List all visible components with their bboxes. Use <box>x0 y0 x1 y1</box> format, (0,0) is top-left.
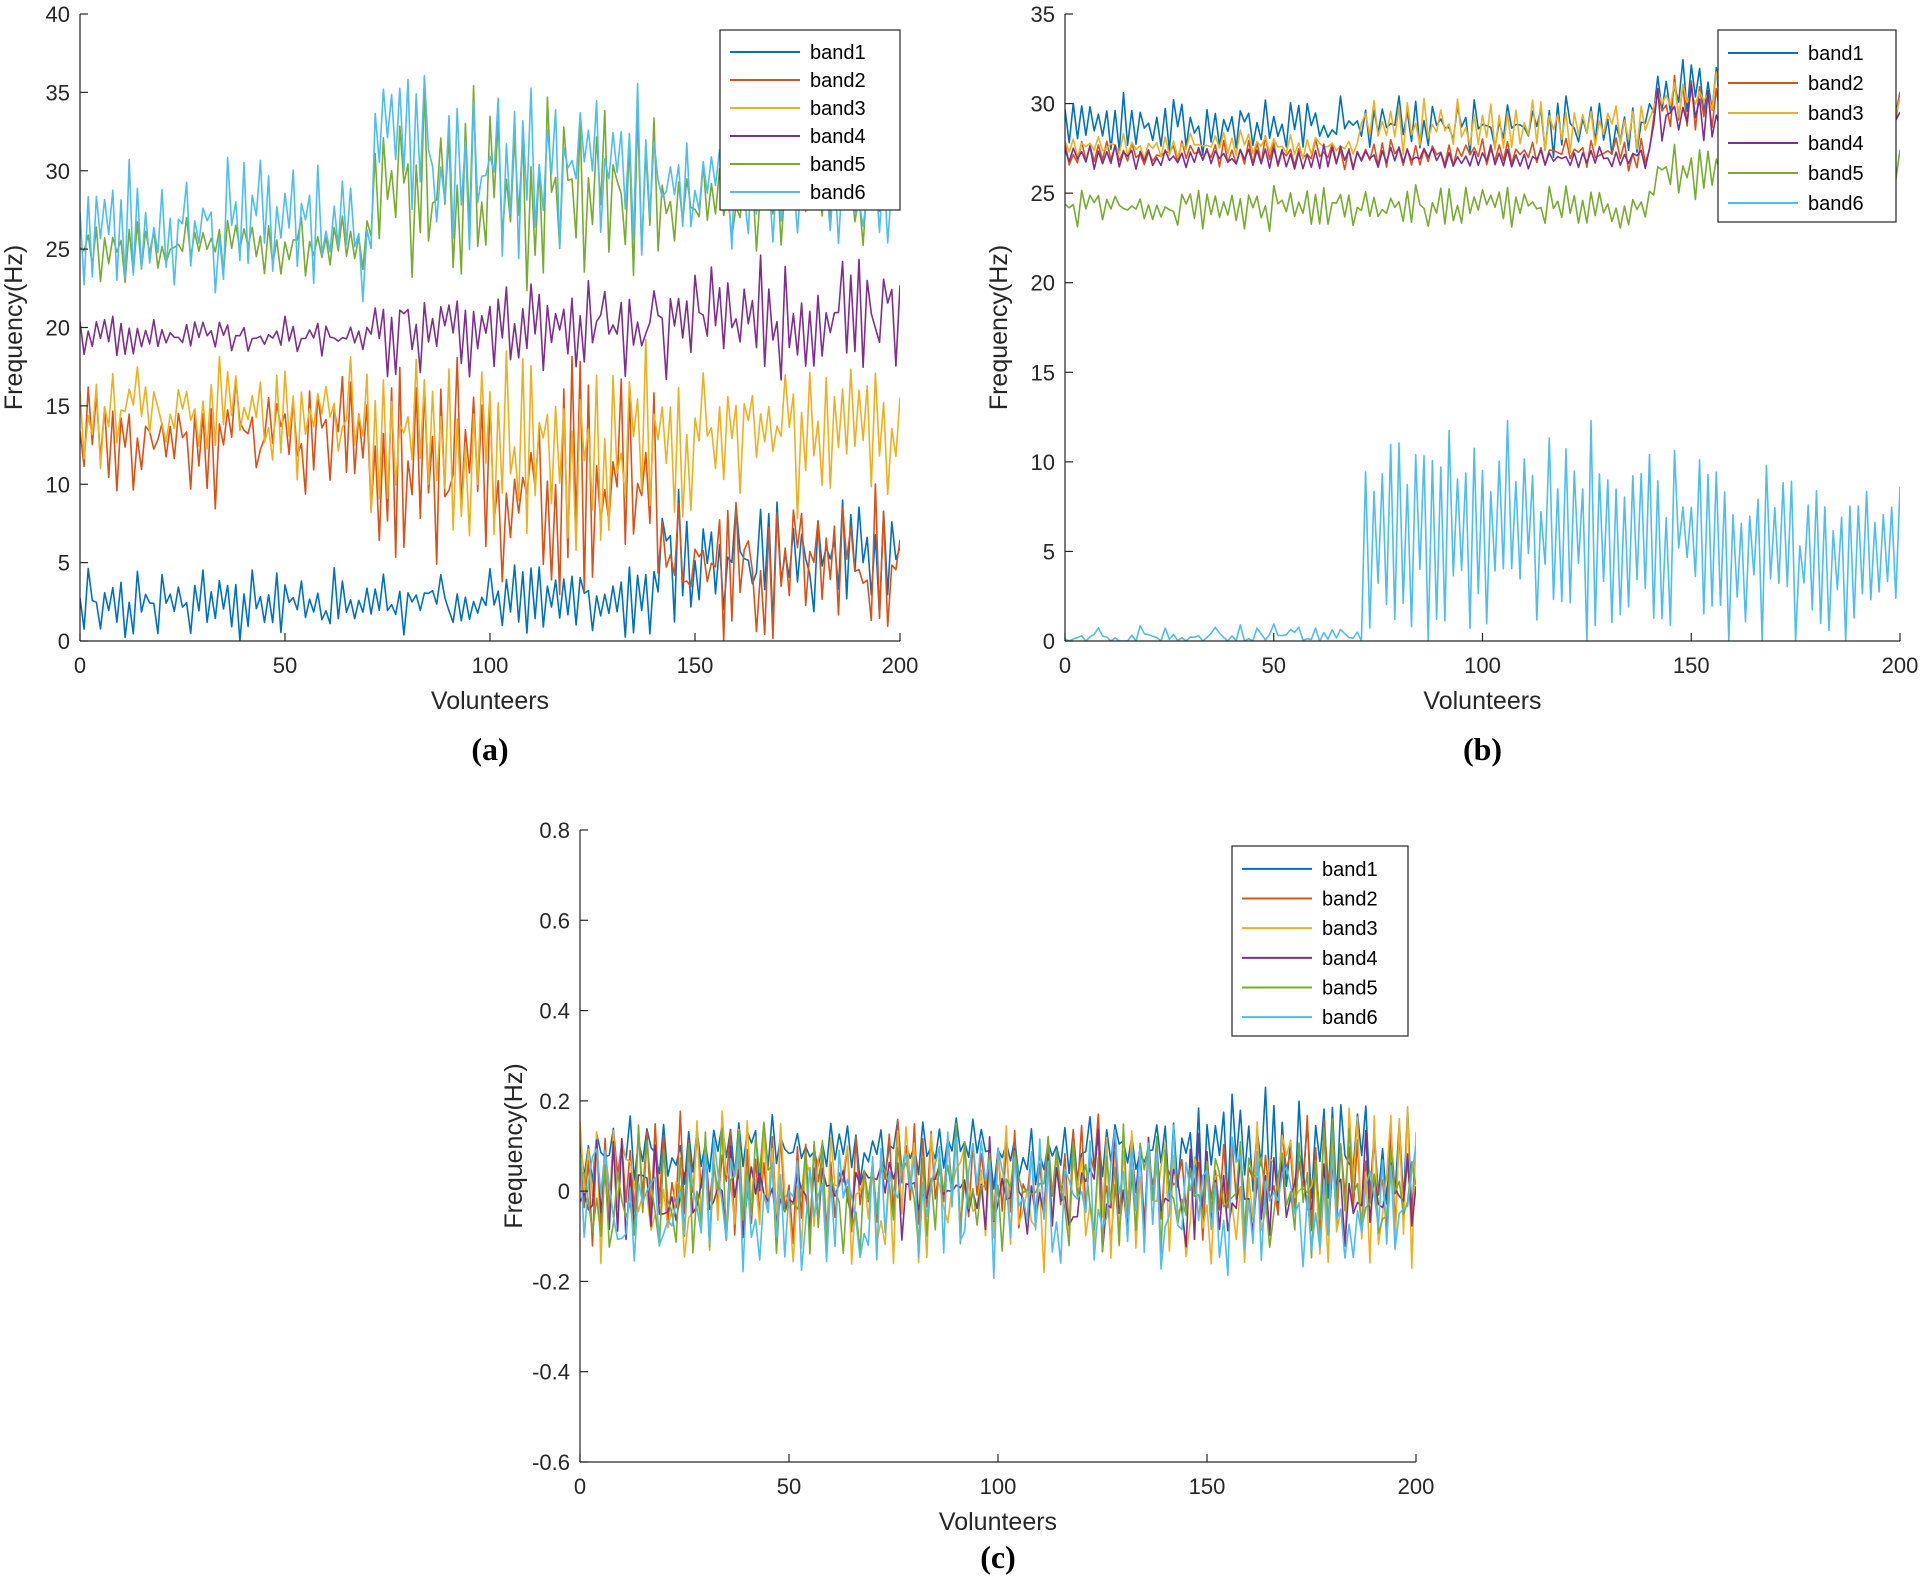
legend-label-band5: band5 <box>1808 163 1864 185</box>
x-tick-label: 150 <box>1189 1474 1226 1499</box>
y-tick-label: -0.6 <box>532 1450 570 1475</box>
series-line-band4 <box>80 254 900 381</box>
series-line-band1 <box>80 488 900 641</box>
legend-label-band6: band6 <box>1322 1007 1378 1029</box>
x-tick-label: 200 <box>1398 1474 1435 1499</box>
x-tick-label: 0 <box>1059 653 1071 678</box>
y-axis-label: Frequency(Hz) <box>985 245 1013 410</box>
legend-label-band2: band2 <box>1808 73 1864 95</box>
legend-label-band3: band3 <box>1808 103 1864 125</box>
legend-label-band6: band6 <box>810 182 866 204</box>
chart-panel-2: 0 50 100 150 200 -0.6 -0.4 -0.2 0 0.2 0.4 0.6 0.8 Vol… <box>500 818 1434 1575</box>
y-tick-label: 15 <box>46 394 70 419</box>
x-tick-label: 0 <box>74 653 86 678</box>
y-tick-label: 35 <box>46 80 70 105</box>
legend: band1 band2 band3 band4 band5 band6 <box>1717 29 1897 223</box>
y-tick-label: -0.2 <box>532 1269 570 1294</box>
y-tick-label: -0.4 <box>532 1360 570 1385</box>
legend-label-band1: band1 <box>810 42 866 64</box>
legend-label-band4: band4 <box>1808 133 1864 155</box>
y-tick-label: 5 <box>1043 539 1055 564</box>
series-group <box>80 74 900 641</box>
y-tick-label: 30 <box>46 159 70 184</box>
y-axis-label: Frequency(Hz) <box>500 1063 528 1228</box>
legend-label-band5: band5 <box>810 154 866 176</box>
legend-label-band1: band1 <box>1808 43 1864 65</box>
x-tick-label: 0 <box>574 1474 586 1499</box>
y-tick-label: 5 <box>58 551 70 576</box>
y-tick-label: 0 <box>558 1179 570 1204</box>
panel-caption: (b) <box>1463 731 1502 767</box>
legend-label-band2: band2 <box>810 70 866 92</box>
y-tick-label: 0.4 <box>539 999 570 1024</box>
y-tick-label: 10 <box>1031 450 1055 475</box>
chart-panel-1: 0 50 100 150 200 0 5 10 15 20 25 30 35 Volunteers Freq… <box>985 2 1918 767</box>
x-tick-label: 100 <box>1464 653 1501 678</box>
x-axis-label: Volunteers <box>431 687 549 715</box>
legend-label-band1: band1 <box>1322 859 1378 881</box>
series-line-band6 <box>580 1124 1416 1280</box>
y-tick-label: 25 <box>46 237 70 262</box>
y-tick-label: 0 <box>1043 629 1055 654</box>
x-axis-label: Volunteers <box>1423 687 1541 715</box>
y-tick-label: 40 <box>46 2 70 27</box>
legend-box <box>719 29 901 211</box>
y-tick-label: 10 <box>46 472 70 497</box>
legend-label-band2: band2 <box>1322 889 1378 911</box>
legend: band1 band2 band3 band4 band5 band6 <box>719 29 901 211</box>
legend-label-band4: band4 <box>810 126 866 148</box>
x-tick-label: 50 <box>777 1474 801 1499</box>
x-tick-label: 50 <box>1262 653 1286 678</box>
series-line-band5 <box>580 1117 1416 1259</box>
x-tick-label: 150 <box>677 653 714 678</box>
y-tick-label: 25 <box>1031 181 1055 206</box>
x-tick-label: 200 <box>882 653 919 678</box>
y-tick-label: 30 <box>1031 92 1055 117</box>
x-tick-label: 100 <box>980 1474 1017 1499</box>
y-tick-label: 0.2 <box>539 1089 570 1114</box>
y-tick-label: 20 <box>1031 271 1055 296</box>
x-tick-label: 200 <box>1882 653 1919 678</box>
y-axis-label: Frequency(Hz) <box>0 245 28 410</box>
y-tick-label: 0.6 <box>539 908 570 933</box>
legend-label-band6: band6 <box>1808 193 1864 215</box>
x-axis-label: Volunteers <box>939 1508 1057 1536</box>
legend: band1 band2 band3 band4 band5 band6 <box>1231 845 1409 1037</box>
legend-label-band4: band4 <box>1322 948 1378 970</box>
panel-caption: (a) <box>471 731 508 767</box>
legend-label-band3: band3 <box>810 98 866 120</box>
legend-label-band3: band3 <box>1322 918 1378 940</box>
y-tick-label: 0.8 <box>539 818 570 843</box>
x-tick-label: 50 <box>273 653 297 678</box>
series-group <box>580 1086 1416 1280</box>
legend-label-band5: band5 <box>1322 978 1378 1000</box>
y-tick-label: 20 <box>46 316 70 341</box>
panel-caption: (c) <box>980 1539 1016 1575</box>
x-tick-label: 100 <box>472 653 509 678</box>
series-line-band3 <box>80 338 900 552</box>
x-tick-label: 150 <box>1673 653 1710 678</box>
y-tick-label: 35 <box>1031 2 1055 27</box>
legend-box <box>1717 29 1897 223</box>
series-line-band6 <box>1065 419 1900 641</box>
legend-box <box>1231 845 1409 1037</box>
chart-panel-0: 0 50 100 150 200 0 5 10 15 20 25 30 35 40 Volunteers Fr… <box>0 2 918 767</box>
y-tick-label: 0 <box>58 629 70 654</box>
y-tick-label: 15 <box>1031 360 1055 385</box>
